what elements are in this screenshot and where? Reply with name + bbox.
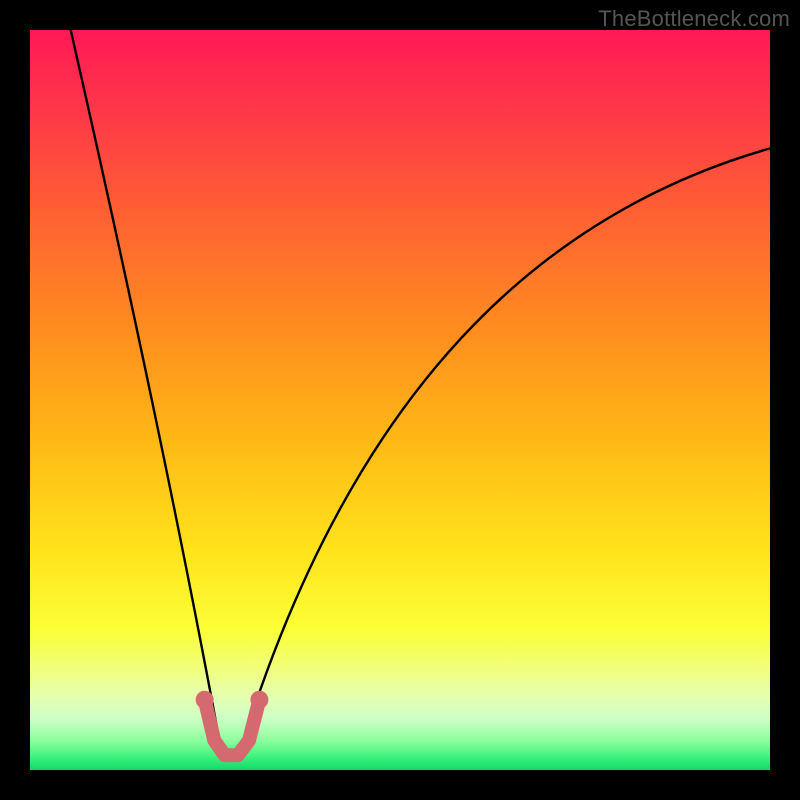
minimum-marker-dot-left — [196, 691, 214, 709]
watermark-text: TheBottleneck.com — [598, 6, 790, 32]
minimum-marker-dot-right — [250, 691, 268, 709]
plot-background-gradient — [30, 30, 770, 770]
chart-stage: TheBottleneck.com — [0, 0, 800, 800]
bottleneck-chart-svg — [0, 0, 800, 800]
